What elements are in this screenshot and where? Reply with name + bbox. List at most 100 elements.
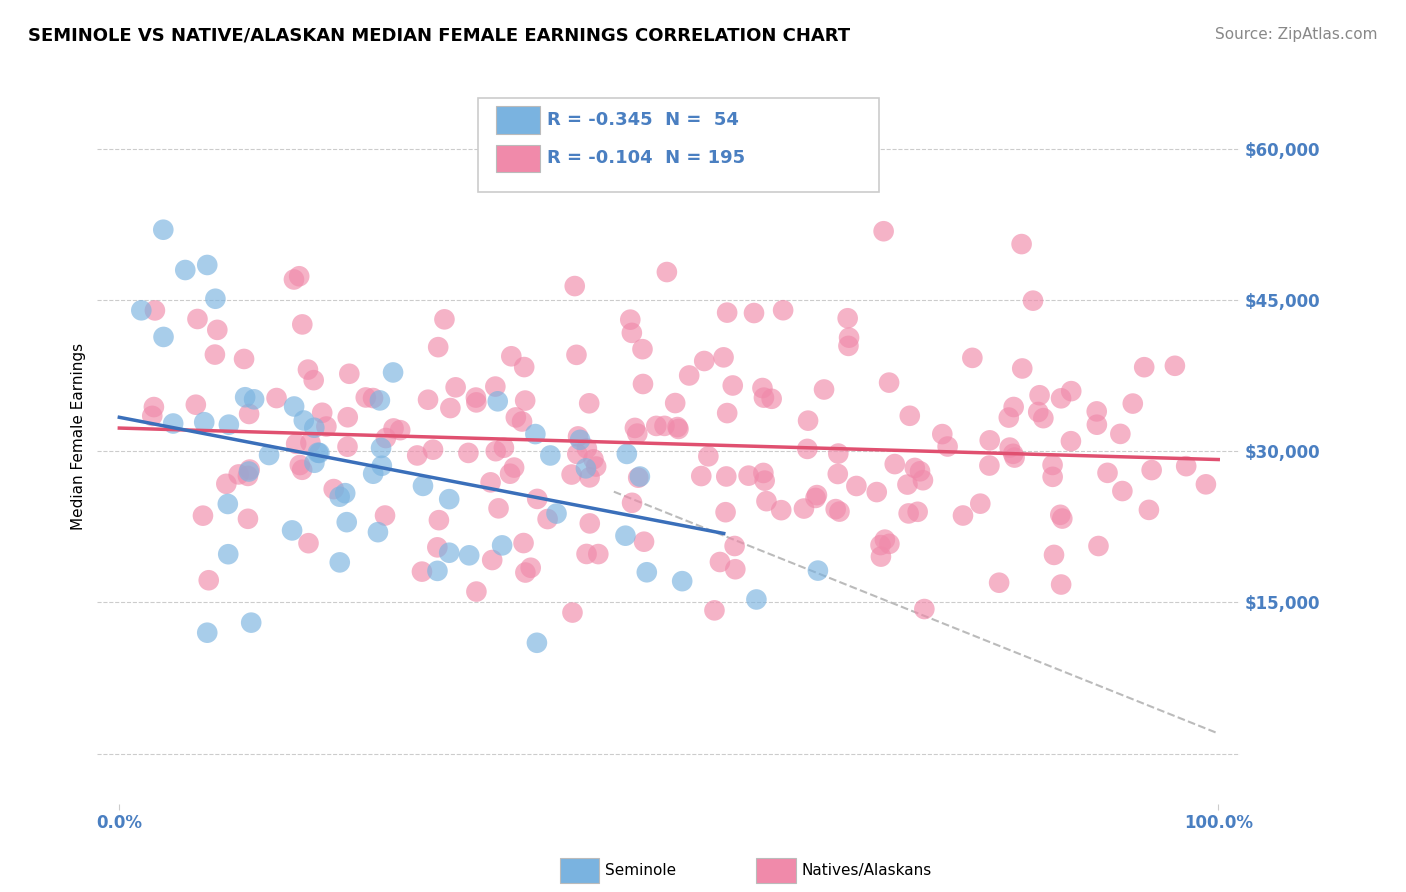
Point xyxy=(184,398,207,412)
Point xyxy=(515,566,537,580)
Point xyxy=(228,467,250,482)
Text: R = -0.345  N =  54: R = -0.345 N = 54 xyxy=(547,111,738,128)
Point xyxy=(361,391,384,405)
Point xyxy=(538,449,561,463)
Point xyxy=(866,485,889,500)
Point xyxy=(336,440,359,454)
Point xyxy=(827,446,849,460)
Point xyxy=(567,447,589,461)
Point xyxy=(501,349,523,363)
Point xyxy=(1060,434,1083,449)
Point xyxy=(382,366,405,380)
Point xyxy=(620,326,643,340)
Point xyxy=(721,378,744,392)
Point xyxy=(512,536,534,550)
Point xyxy=(422,442,444,457)
Text: R = -0.104  N = 195: R = -0.104 N = 195 xyxy=(547,149,745,167)
Point xyxy=(578,396,600,410)
Point xyxy=(526,636,548,650)
Point xyxy=(655,265,678,279)
Point xyxy=(1052,511,1074,525)
Point xyxy=(465,584,488,599)
Point xyxy=(546,507,568,521)
Point xyxy=(329,555,352,569)
Point xyxy=(411,565,433,579)
Point xyxy=(513,360,536,375)
Point xyxy=(645,418,668,433)
Point xyxy=(297,536,319,550)
Point xyxy=(389,423,412,437)
Point xyxy=(302,373,325,387)
Text: Source: ZipAtlas.com: Source: ZipAtlas.com xyxy=(1215,27,1378,42)
Point xyxy=(633,534,655,549)
Point xyxy=(668,422,690,436)
Point xyxy=(197,573,219,587)
Point xyxy=(193,415,215,429)
Point xyxy=(716,469,738,483)
Point xyxy=(304,421,326,435)
Point xyxy=(1002,400,1025,414)
Point xyxy=(666,420,689,434)
Point xyxy=(217,547,239,561)
Point xyxy=(898,409,921,423)
Y-axis label: Median Female Earnings: Median Female Earnings xyxy=(72,343,86,530)
Point xyxy=(869,538,891,552)
Point xyxy=(361,467,384,481)
Text: Seminole: Seminole xyxy=(605,863,676,878)
Point xyxy=(236,512,259,526)
Point xyxy=(374,508,396,523)
Point xyxy=(519,560,541,574)
Point xyxy=(329,490,352,504)
Point xyxy=(412,479,434,493)
Point xyxy=(969,497,991,511)
Point xyxy=(567,429,589,443)
Point xyxy=(616,447,638,461)
Point xyxy=(336,515,359,529)
Point xyxy=(896,477,918,491)
Point xyxy=(626,426,648,441)
Point xyxy=(569,433,592,447)
Point xyxy=(761,392,783,406)
Point xyxy=(524,427,547,442)
Point xyxy=(952,508,974,523)
Point xyxy=(1097,466,1119,480)
Point xyxy=(621,496,644,510)
Point xyxy=(897,507,920,521)
Point xyxy=(457,446,479,460)
Point xyxy=(713,351,735,365)
Point xyxy=(751,381,773,395)
Point xyxy=(1002,447,1025,461)
Point xyxy=(575,442,598,456)
Point xyxy=(1175,459,1198,474)
Point xyxy=(238,465,260,479)
Point xyxy=(444,380,467,394)
Point xyxy=(998,441,1021,455)
Point xyxy=(142,400,165,414)
Point xyxy=(162,417,184,431)
Point xyxy=(797,414,820,428)
Point xyxy=(1122,396,1144,410)
Point xyxy=(827,467,849,481)
Point xyxy=(904,461,927,475)
Point xyxy=(515,393,537,408)
Point xyxy=(1022,293,1045,308)
Point xyxy=(631,376,654,391)
Point xyxy=(297,362,319,376)
Point xyxy=(1164,359,1187,373)
Point xyxy=(243,392,266,407)
Point xyxy=(883,457,905,471)
Point xyxy=(499,467,522,481)
Point xyxy=(879,537,901,551)
Point xyxy=(793,501,815,516)
Point xyxy=(578,516,600,531)
Point xyxy=(806,488,828,502)
Point xyxy=(536,512,558,526)
Point xyxy=(561,467,583,482)
Point xyxy=(912,602,935,616)
Point xyxy=(755,494,778,508)
Point xyxy=(257,448,280,462)
Point xyxy=(1111,483,1133,498)
Point xyxy=(322,482,344,496)
Point xyxy=(997,410,1019,425)
Point xyxy=(582,452,605,467)
